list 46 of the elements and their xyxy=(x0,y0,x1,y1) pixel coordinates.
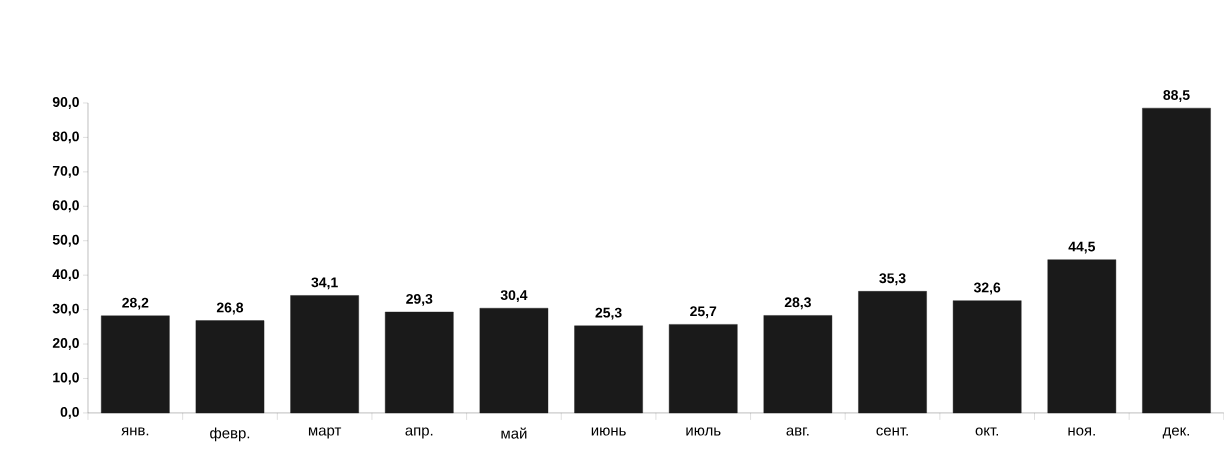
bar xyxy=(1142,107,1211,414)
x-tick-label: янв. xyxy=(121,427,149,436)
x-tick-label: окт. xyxy=(975,427,998,436)
x-tick-label: июнь xyxy=(591,427,626,436)
data-label: 29,3 xyxy=(406,293,433,306)
y-tick-label: 20,0 xyxy=(52,338,79,351)
y-tick-label: 0,0 xyxy=(60,407,79,419)
bar xyxy=(763,315,833,414)
y-tick-label: 50,0 xyxy=(52,234,79,247)
bar xyxy=(668,324,738,414)
x-tick-label: авг. xyxy=(786,427,809,436)
data-label: 44,5 xyxy=(1068,241,1096,254)
y-tick-label: 40,0 xyxy=(52,269,79,282)
y-tick-label: 10,0 xyxy=(53,372,79,385)
y-tick-label: 80,0 xyxy=(52,131,79,144)
y-tick-label: 30,0 xyxy=(52,303,79,316)
bar xyxy=(101,315,170,414)
y-tick-label: 60,0 xyxy=(52,200,79,213)
bar xyxy=(290,295,359,414)
data-label: 25,7 xyxy=(690,306,717,319)
bar xyxy=(479,308,549,414)
data-label: 26,8 xyxy=(216,302,244,315)
bar xyxy=(385,311,454,414)
x-tick-label: май xyxy=(501,427,527,439)
x-tick-label: февр. xyxy=(210,427,250,442)
bar xyxy=(195,320,265,414)
x-tick-label: ноя. xyxy=(1068,427,1095,436)
data-label: 28,3 xyxy=(784,297,811,310)
x-tick-label: июль xyxy=(686,427,721,436)
x-tick-label: сент. xyxy=(876,427,908,436)
x-tick-label: апр. xyxy=(405,427,433,439)
bar xyxy=(574,325,643,414)
data-label: 25,3 xyxy=(595,307,622,320)
data-label: 32,6 xyxy=(973,282,1001,295)
y-tick-label: 90,0 xyxy=(52,97,79,109)
data-label: 30,4 xyxy=(500,290,528,303)
bar xyxy=(952,300,1022,414)
data-label: 28,2 xyxy=(122,297,149,310)
bar xyxy=(1047,259,1117,414)
bar xyxy=(858,291,927,414)
data-label: 88,5 xyxy=(1163,90,1190,102)
x-tick-label: дек. xyxy=(1162,427,1189,439)
data-label: 35,3 xyxy=(879,273,906,286)
y-tick-label: 70,0 xyxy=(52,165,79,178)
x-tick-label: март xyxy=(308,427,342,439)
data-label: 34,1 xyxy=(311,277,338,290)
